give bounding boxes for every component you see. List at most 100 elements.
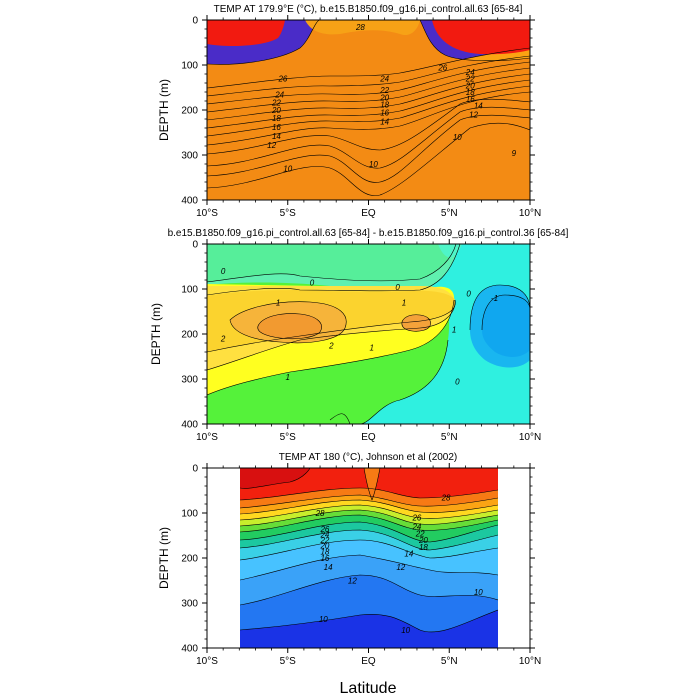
contour-label: 1 bbox=[402, 299, 406, 308]
y-tick-label: 100 bbox=[181, 509, 198, 520]
y-tick-label: 0 bbox=[192, 240, 198, 251]
contour-label: 20 bbox=[319, 541, 329, 550]
contour-label: 20 bbox=[418, 536, 428, 545]
contour-label: 18 bbox=[466, 88, 475, 97]
contour-label: 12 bbox=[396, 563, 405, 572]
y-tick-label: 400 bbox=[181, 420, 198, 431]
x-tick-label: 5°N bbox=[441, 656, 458, 667]
x-tick-label: EQ bbox=[361, 432, 376, 443]
contour-label: 20 bbox=[465, 81, 475, 90]
contour-label: 0 bbox=[466, 290, 471, 299]
x-tick-label: 5°S bbox=[280, 432, 297, 443]
contour-label: 26 bbox=[437, 63, 447, 72]
panel-3-contour-fill bbox=[240, 468, 498, 648]
contour-label: 14 bbox=[324, 563, 333, 572]
y-tick-label: 300 bbox=[181, 151, 198, 162]
contour-label: 14 bbox=[272, 132, 281, 141]
y-tick-label: 200 bbox=[181, 330, 198, 341]
panel-2-title: b.e15.B1850.f09_g16.pi_control.all.63 [6… bbox=[168, 228, 569, 239]
contour-label: 22 bbox=[415, 529, 425, 538]
y-tick-label: 100 bbox=[181, 61, 198, 72]
y-tick-label: 200 bbox=[181, 106, 198, 117]
contour-label: 16 bbox=[320, 554, 329, 563]
x-tick-label: 10°N bbox=[519, 432, 541, 443]
y-tick-label: 0 bbox=[192, 16, 198, 27]
y-tick-label: 0 bbox=[192, 464, 198, 475]
y-tick-label: 200 bbox=[181, 554, 198, 565]
contour-label: 26 bbox=[277, 75, 287, 84]
x-tick-label: 10°S bbox=[196, 432, 218, 443]
x-tick-label: 5°N bbox=[441, 432, 458, 443]
contour-label: 16 bbox=[380, 108, 389, 117]
panel-3-ylabel: DEPTH (m) bbox=[157, 527, 171, 589]
panel-2: b.e15.B1850.f09_g16.pi_control.all.63 [6… bbox=[149, 228, 569, 443]
x-tick-label: 10°S bbox=[196, 208, 218, 219]
contour-label: 24 bbox=[379, 75, 389, 84]
contour-label: 10 bbox=[283, 165, 292, 174]
contour-label: 14 bbox=[380, 117, 389, 126]
contour-label: 0 bbox=[455, 377, 460, 386]
contour-label: 28 bbox=[355, 23, 365, 32]
contour-label: 20 bbox=[271, 106, 281, 115]
contour-label: 2 bbox=[220, 335, 226, 344]
x-tick-label: 5°S bbox=[280, 656, 297, 667]
contour-label: 0 bbox=[310, 278, 315, 287]
contour-label: 28 bbox=[441, 493, 451, 502]
contour-label: 10 bbox=[401, 626, 410, 635]
contour-label: 24 bbox=[465, 68, 475, 77]
x-tick-label: 10°N bbox=[519, 208, 541, 219]
y-tick-label: 400 bbox=[181, 644, 198, 655]
contour-label: 0 bbox=[221, 267, 226, 276]
contour-label: 10 bbox=[369, 160, 378, 169]
contour-label: 2 bbox=[328, 341, 334, 350]
contour-label: 14 bbox=[474, 102, 483, 111]
contour-label: 18 bbox=[320, 547, 329, 556]
x-axis-label: Latitude bbox=[340, 680, 397, 697]
contour-label: 22 bbox=[319, 536, 329, 545]
contour-label: 26 bbox=[411, 514, 421, 523]
contour-label: 1 bbox=[286, 373, 290, 382]
contour-label: 9 bbox=[512, 149, 517, 158]
panel-3-title: TEMP AT 180 (°C), Johnson et al (2002) bbox=[279, 452, 458, 463]
panel-3-axes: 10°S 5°S EQ 5°N 10°N 0 100 200 300 400 bbox=[181, 463, 541, 667]
contour-label: 14 bbox=[404, 550, 413, 559]
x-tick-label: 10°N bbox=[519, 656, 541, 667]
contour-label: 12 bbox=[469, 111, 478, 120]
contour-label: 10 bbox=[453, 133, 462, 142]
panel-1: TEMP AT 179.9°E (°C), b.e15.B1850.f09_g1… bbox=[157, 4, 541, 219]
contour-label: 1 bbox=[370, 344, 374, 353]
contour-label: 12 bbox=[267, 141, 276, 150]
contour-label: 10 bbox=[319, 615, 328, 624]
contour-label: 18 bbox=[380, 101, 389, 110]
panel-1-axes: 10°S 5°S EQ 5°N 10°N 0 100 200 300 400 bbox=[181, 15, 541, 219]
panel-1-contour-fill bbox=[207, 20, 530, 200]
contour-label: 0 bbox=[395, 283, 400, 292]
panel-1-title: TEMP AT 179.9°E (°C), b.e15.B1850.f09_g1… bbox=[214, 4, 523, 15]
contour-label: 16 bbox=[466, 95, 475, 104]
contour-label: 28 bbox=[315, 509, 325, 518]
panel-2-contour-fill bbox=[207, 244, 530, 424]
x-tick-label: 10°S bbox=[196, 656, 218, 667]
panel-1-contour-labels: 2826262424242222222020201818181616161414… bbox=[267, 23, 516, 174]
y-tick-label: 400 bbox=[181, 196, 198, 207]
contour-label: 22 bbox=[465, 75, 475, 84]
y-tick-label: 300 bbox=[181, 599, 198, 610]
x-tick-label: EQ bbox=[361, 656, 376, 667]
x-tick-label: EQ bbox=[361, 208, 376, 219]
contour-label: 12 bbox=[348, 577, 357, 586]
y-tick-label: 100 bbox=[181, 285, 198, 296]
panel-2-contour-labels: 0 0 0 0 -1 1 1 1 1 1 2 2 0 bbox=[220, 267, 498, 386]
contour-label: 16 bbox=[272, 123, 281, 132]
panel-2-ylabel: DEPTH (m) bbox=[149, 303, 163, 365]
contour-label: 20 bbox=[379, 93, 389, 102]
panel-3: TEMP AT 180 (°C), Johnson et al (2002) bbox=[157, 452, 541, 667]
contour-label: 1 bbox=[276, 299, 280, 308]
contour-label: 22 bbox=[379, 86, 389, 95]
contour-label: 18 bbox=[419, 543, 428, 552]
contour-label: 22 bbox=[271, 98, 281, 107]
panel-1-ylabel: DEPTH (m) bbox=[157, 79, 171, 141]
y-tick-label: 300 bbox=[181, 375, 198, 386]
x-tick-label: 5°N bbox=[441, 208, 458, 219]
